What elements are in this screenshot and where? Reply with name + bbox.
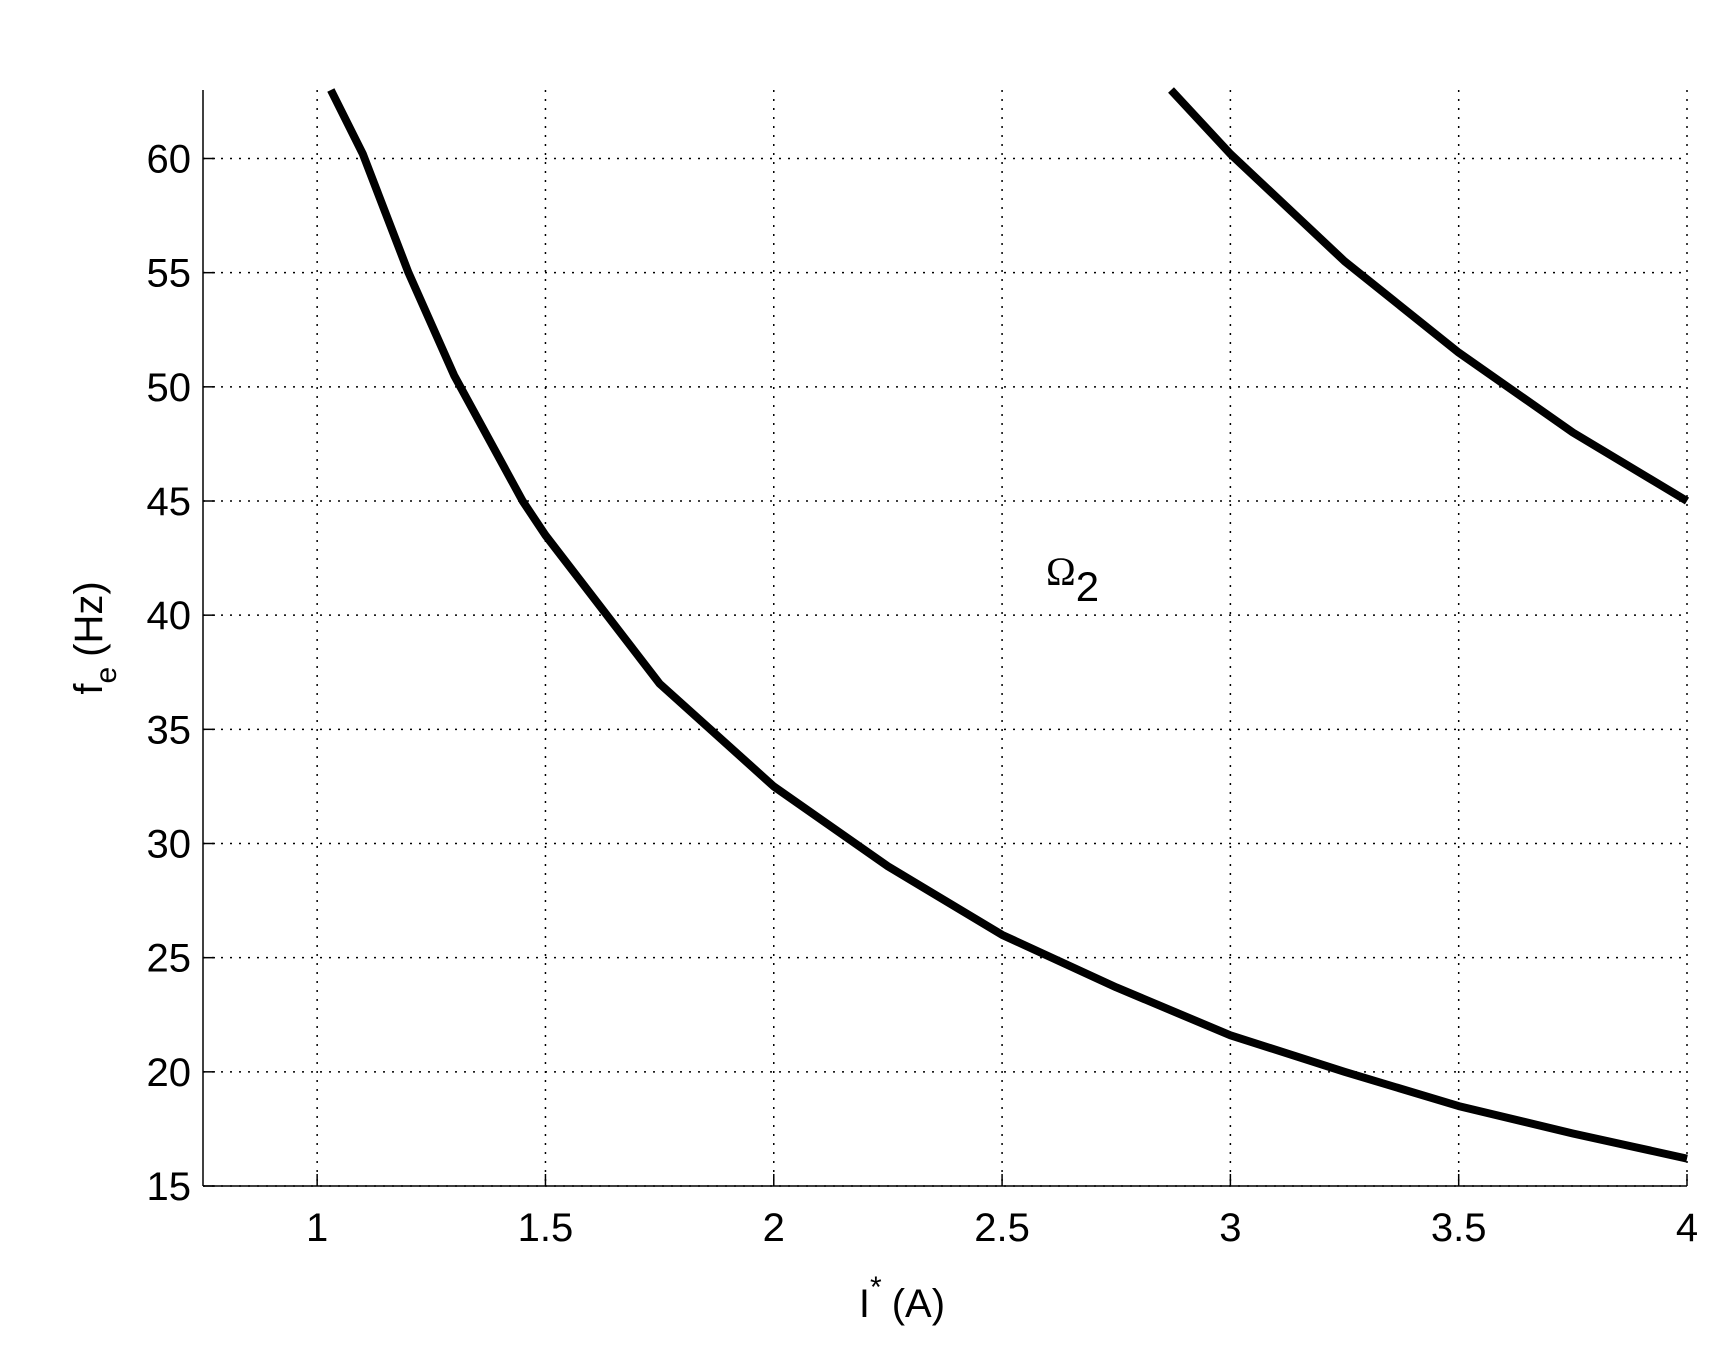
y-label-unit: (Hz): [67, 581, 111, 657]
y-tick-label: 15: [147, 1165, 192, 1209]
curve: [327, 88, 1688, 1163]
x-axis-label: I* (A): [859, 1271, 945, 1326]
annotation: Ω2: [1046, 549, 1099, 610]
y-tick-label: 60: [147, 138, 192, 182]
annotation-sub: 2: [1076, 563, 1099, 610]
x-tick-label: 1: [306, 1206, 328, 1250]
y-tick-label: 25: [147, 937, 192, 981]
y-tick-label: 30: [147, 823, 192, 867]
x-tick-label: 2: [763, 1206, 785, 1250]
y-tick-label: 40: [147, 594, 192, 638]
y-tick-label: 55: [147, 252, 192, 296]
y-label-main: f: [67, 683, 111, 695]
x-tick-label: 2.5: [974, 1206, 1030, 1250]
y-tick-label: 50: [147, 366, 192, 410]
y-axis-label: fe (Hz): [67, 581, 123, 694]
x-tick-label: 1.5: [518, 1206, 574, 1250]
y-tick-label: 35: [147, 708, 192, 752]
curve: [1168, 87, 1690, 505]
y-tick-label: 20: [147, 1051, 192, 1095]
y-label-sub: e: [90, 667, 123, 684]
x-tick-label: 3: [1219, 1206, 1241, 1250]
y-tick-label: 45: [147, 480, 192, 524]
x-label-main: I: [859, 1282, 870, 1326]
x-tick-label: 4: [1676, 1206, 1698, 1250]
x-label-unit: (A): [892, 1282, 945, 1326]
x-tick-label: 3.5: [1431, 1206, 1487, 1250]
annotation-main: Ω: [1046, 549, 1076, 594]
x-label-sup: *: [870, 1271, 882, 1304]
